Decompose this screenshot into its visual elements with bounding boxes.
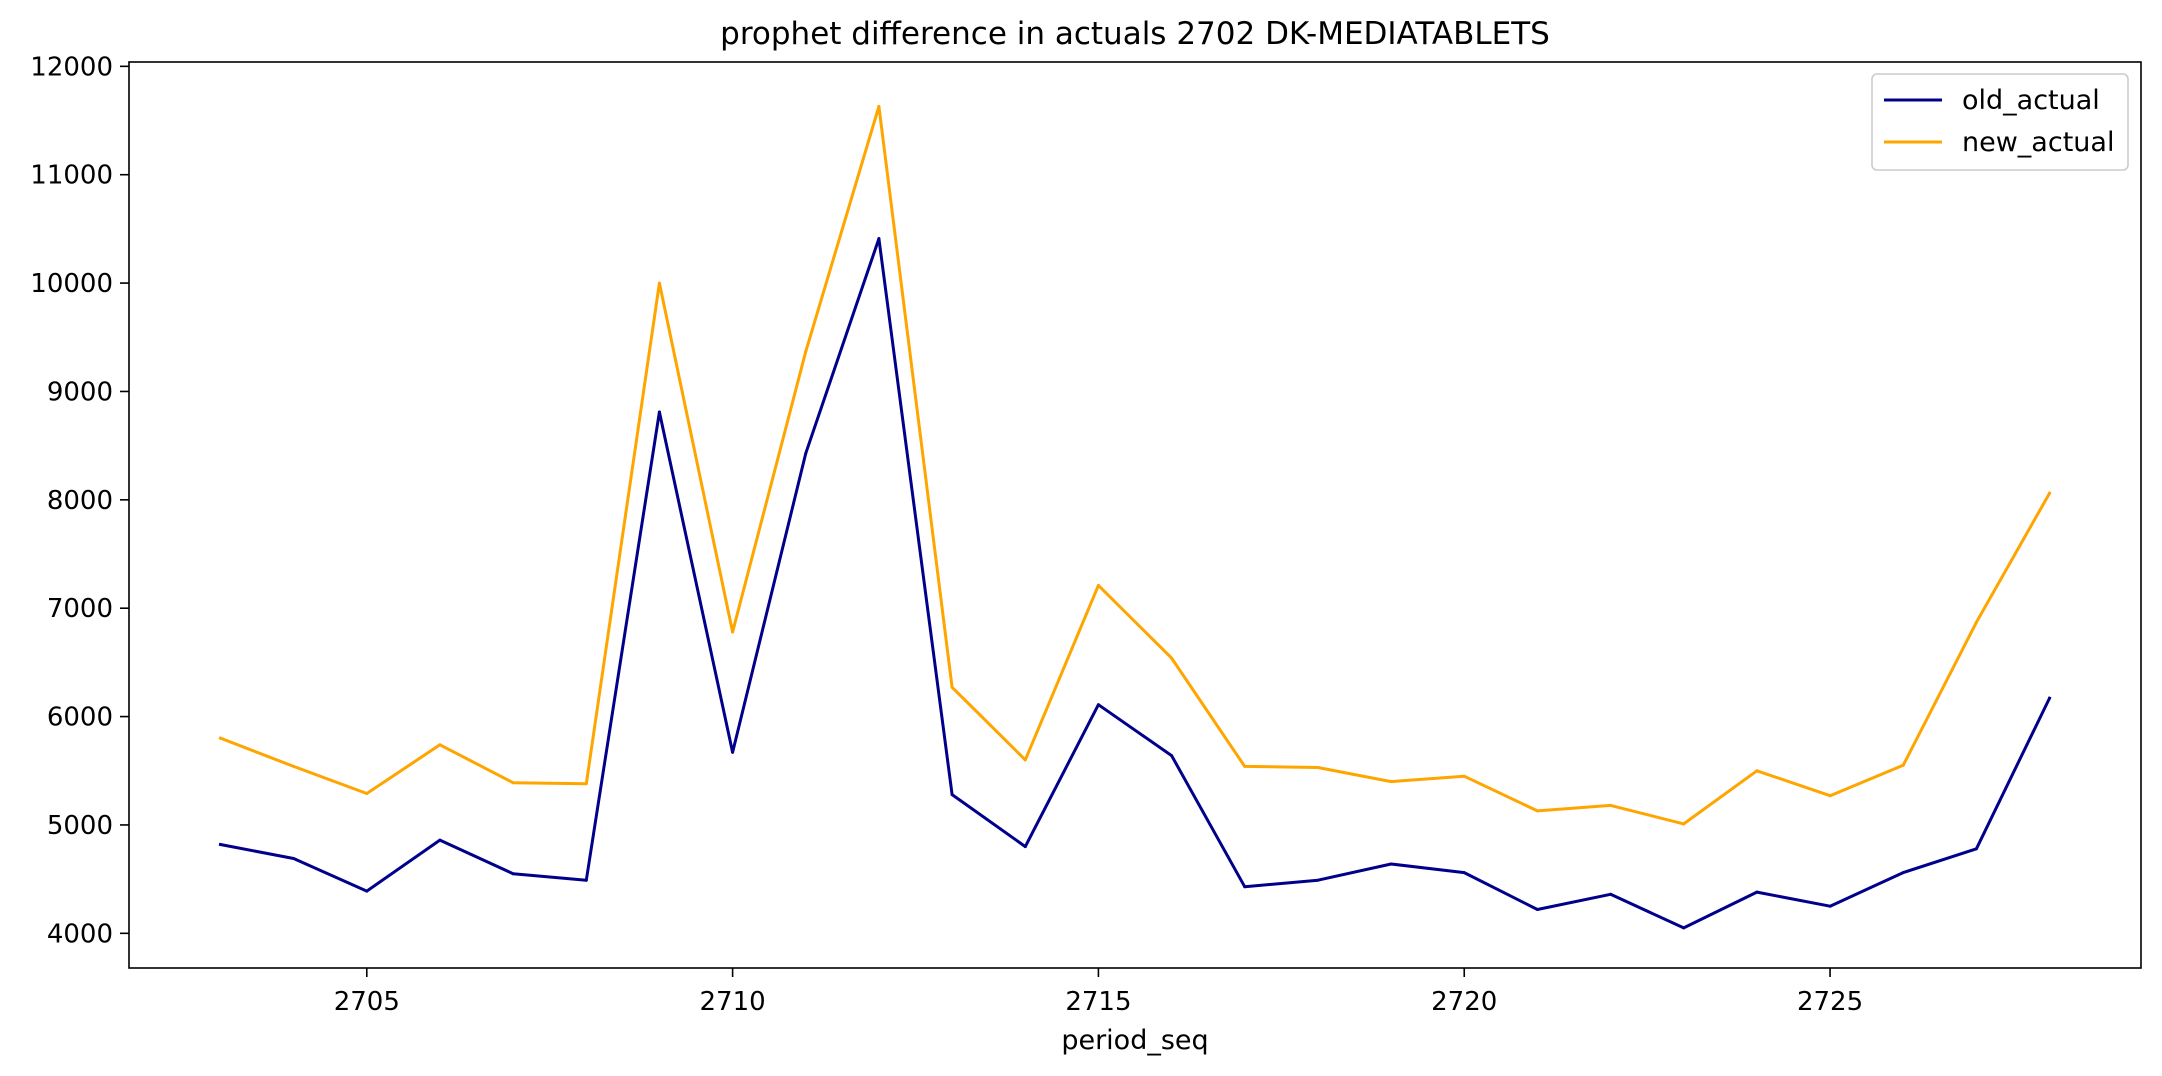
data-point-old-actual: [1170, 754, 1174, 758]
data-point-old-actual: [1609, 892, 1613, 896]
data-point-new-actual: [1096, 583, 1100, 587]
data-point-new-actual: [1682, 822, 1686, 826]
data-point-old-actual: [292, 857, 296, 860]
data-point-old-actual: [1755, 890, 1759, 894]
legend: old_actual new_actual: [1871, 73, 2129, 171]
data-point-new-actual: [511, 781, 515, 785]
x-tick-label: 2710: [700, 987, 766, 1017]
data-point-new-actual: [877, 104, 881, 108]
data-point-new-actual: [1974, 620, 1978, 624]
data-point-old-actual: [657, 410, 661, 414]
data-point-new-actual: [292, 764, 296, 768]
y-tick-label: 5000: [47, 811, 113, 841]
y-tick-label: 4000: [47, 919, 113, 949]
y-axis: 4000 5000 6000 7000 8000 9000 10000 11000 12000: [30, 52, 129, 949]
data-point-new-actual: [1901, 763, 1905, 767]
plot-frame: [128, 61, 2142, 969]
x-axis: 2705 2710 2715 2720 2725: [334, 968, 1863, 1017]
x-tick-label: 2715: [1065, 987, 1131, 1017]
data-point-new-actual: [1170, 656, 1174, 660]
series-line-new-actual: [218, 104, 2052, 826]
data-point-old-actual: [1682, 926, 1686, 930]
legend-frame: [1871, 73, 2129, 171]
data-point-new-actual: [2048, 491, 2051, 495]
data-point-old-actual: [219, 843, 222, 846]
legend-label-old-actual: old_actual: [1962, 85, 2100, 116]
data-point-new-actual: [1023, 758, 1027, 762]
data-point-old-actual: [2048, 696, 2051, 700]
chart-title: prophet difference in actuals 2702 DK-ME…: [720, 16, 1550, 52]
series-line-old-actual: [218, 237, 2052, 930]
data-point-old-actual: [438, 838, 442, 842]
y-tick-label: 8000: [47, 486, 113, 516]
data-point-old-actual: [1389, 862, 1393, 866]
data-point-old-actual: [1462, 871, 1466, 875]
y-tick-label: 11000: [30, 161, 113, 191]
x-tick-label: 2720: [1431, 987, 1497, 1017]
data-point-old-actual: [1096, 703, 1100, 707]
data-point-old-actual: [1901, 871, 1905, 875]
data-point-new-actual: [1243, 764, 1247, 768]
data-point-new-actual: [1535, 809, 1539, 813]
x-tick-label: 2705: [334, 987, 400, 1017]
data-point-new-actual: [584, 782, 588, 786]
data-point-old-actual: [511, 872, 515, 876]
data-point-new-actual: [438, 743, 442, 747]
data-point-new-actual: [731, 630, 735, 634]
data-point-old-actual: [1974, 847, 1978, 851]
data-point-old-actual: [950, 793, 954, 797]
data-point-old-actual: [804, 451, 808, 455]
series-layer: [218, 104, 2052, 930]
x-tick-label: 2725: [1797, 987, 1863, 1017]
data-point-old-actual: [731, 750, 735, 754]
data-point-new-actual: [1462, 774, 1466, 778]
y-tick-label: 7000: [47, 594, 113, 624]
data-point-new-actual: [365, 792, 369, 795]
y-tick-label: 12000: [30, 52, 113, 82]
data-point-new-actual: [1755, 769, 1759, 773]
x-axis-label: period_seq: [1061, 1025, 1208, 1056]
data-point-old-actual: [1535, 908, 1539, 911]
data-point-new-actual: [1316, 766, 1320, 769]
data-point-old-actual: [1316, 878, 1320, 882]
data-point-old-actual: [877, 237, 881, 241]
y-tick-label: 6000: [47, 703, 113, 733]
data-point-old-actual: [1023, 845, 1027, 849]
data-point-new-actual: [804, 349, 808, 353]
data-point-new-actual: [1828, 794, 1832, 798]
y-tick-label: 10000: [30, 269, 113, 299]
y-tick-label: 9000: [47, 377, 113, 407]
data-point-new-actual: [1389, 780, 1393, 784]
data-point-new-actual: [219, 736, 222, 740]
data-point-new-actual: [657, 281, 661, 285]
data-point-old-actual: [365, 889, 369, 893]
legend-label-new-actual: new_actual: [1962, 127, 2114, 158]
data-point-old-actual: [1828, 904, 1832, 908]
data-point-new-actual: [1609, 803, 1613, 807]
data-point-new-actual: [950, 685, 954, 689]
data-point-old-actual: [1243, 885, 1247, 889]
data-point-old-actual: [584, 878, 588, 882]
